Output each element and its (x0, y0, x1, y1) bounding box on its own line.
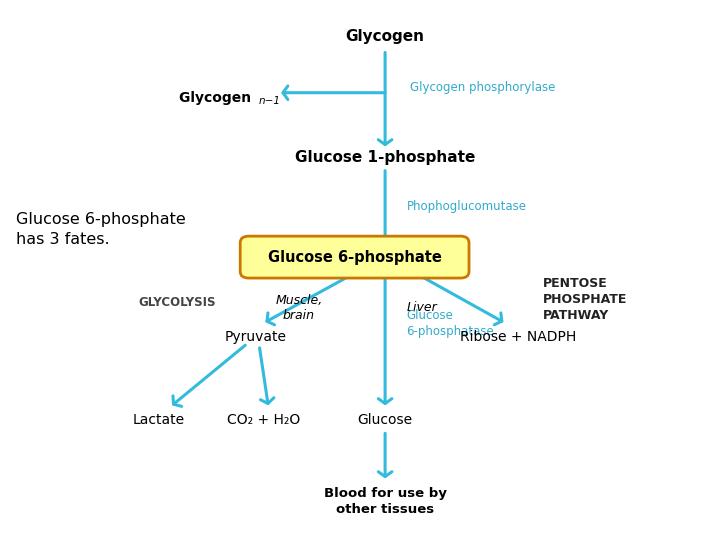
Text: Glucose 6-phosphate: Glucose 6-phosphate (268, 249, 441, 265)
Text: Liver: Liver (407, 301, 437, 314)
Text: Glucose 6-phosphate
has 3 fates.: Glucose 6-phosphate has 3 fates. (16, 212, 186, 247)
Text: GLYCOLYSIS: GLYCOLYSIS (138, 296, 216, 309)
FancyBboxPatch shape (240, 236, 469, 278)
Text: CO₂ + H₂O: CO₂ + H₂O (227, 414, 300, 428)
Text: Lactate: Lactate (133, 414, 185, 428)
Text: Glycogen: Glycogen (179, 91, 256, 105)
Text: Muscle,
brain: Muscle, brain (276, 294, 323, 322)
Text: Glycogen: Glycogen (346, 29, 425, 44)
Text: Phophoglucomutase: Phophoglucomutase (407, 200, 526, 213)
Text: Pyruvate: Pyruvate (225, 330, 287, 344)
Text: Blood for use by
other tissues: Blood for use by other tissues (324, 487, 446, 516)
Text: Glucose 1-phosphate: Glucose 1-phosphate (295, 150, 475, 165)
Text: Glucose: Glucose (358, 414, 413, 428)
Text: n−1: n−1 (258, 96, 280, 106)
Text: Ribose + NADPH: Ribose + NADPH (459, 330, 576, 344)
Text: Glycogen phosphorylase: Glycogen phosphorylase (410, 81, 556, 94)
Text: Glucose
6-phosphatase: Glucose 6-phosphatase (407, 309, 495, 338)
Text: PENTOSE
PHOSPHATE
PATHWAY: PENTOSE PHOSPHATE PATHWAY (543, 277, 627, 322)
